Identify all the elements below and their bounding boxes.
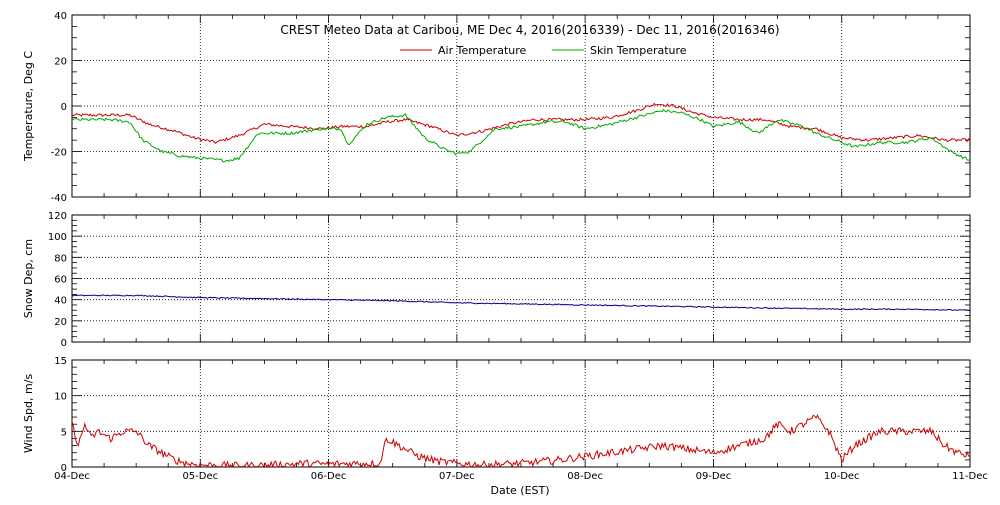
legend-skin-label: Skin Temperature bbox=[590, 44, 687, 57]
x-tick-label: 07-Dec bbox=[439, 471, 475, 482]
legend: Air Temperature Skin Temperature bbox=[400, 44, 687, 57]
y-tick-label: 10 bbox=[54, 392, 67, 403]
y-tick-label: 120 bbox=[48, 211, 67, 222]
y-tick-label: 5 bbox=[61, 427, 67, 438]
plot-frame bbox=[71, 14, 971, 198]
x-tick-label: 11-Dec bbox=[952, 471, 988, 482]
panel-1: -40 -20 0 20 40 Temperature, Deg C bbox=[22, 11, 971, 204]
series-line-skin bbox=[71, 108, 971, 163]
x-tick-label: 06-Dec bbox=[311, 471, 347, 482]
x-tick-label: 09-Dec bbox=[696, 471, 732, 482]
y-tick-label: 20 bbox=[54, 57, 67, 68]
y-axis-title: Temperature, Deg C bbox=[22, 51, 35, 162]
x-tick-label: 04-Dec bbox=[54, 471, 90, 482]
y-tick-label: 15 bbox=[54, 356, 67, 367]
panels: -40 -20 0 20 40 Temperature, Deg C 0 20 40 60 80 10… bbox=[22, 11, 988, 482]
y-tick-label: 100 bbox=[48, 232, 67, 243]
y-tick-label: 80 bbox=[54, 253, 67, 264]
x-axis-title: Date (EST) bbox=[490, 484, 549, 497]
y-tick-label: -20 bbox=[51, 148, 67, 159]
y-axis-title: Wind Spd, m/s bbox=[22, 374, 35, 454]
plot-frame bbox=[71, 214, 971, 343]
plot-frame bbox=[71, 359, 971, 468]
y-tick-label: 40 bbox=[54, 11, 67, 22]
y-tick-label: 0 bbox=[61, 102, 67, 113]
series-line-air bbox=[71, 102, 971, 144]
y-tick-label: -40 bbox=[51, 193, 67, 204]
y-tick-label: 60 bbox=[54, 275, 67, 286]
y-axis-title: Snow Dep, cm bbox=[22, 239, 35, 318]
y-tick-label: 20 bbox=[54, 317, 67, 328]
x-tick-label: 08-Dec bbox=[567, 471, 603, 482]
x-tick-label: 10-Dec bbox=[824, 471, 860, 482]
panel-2: 0 20 40 60 80 100 120 Snow Dep, cm bbox=[22, 211, 971, 349]
series-line-snow bbox=[71, 294, 971, 312]
x-tick-label: 05-Dec bbox=[182, 471, 218, 482]
y-tick-label: 40 bbox=[54, 296, 67, 307]
series-line-wind bbox=[71, 413, 971, 469]
y-tick-label: 0 bbox=[61, 338, 67, 349]
y-tick-label: 0 bbox=[61, 463, 67, 474]
panel-3: 0 5 10 15 Wind Spd, m/s 04-Dec 05-Dec 06-Dec 07-… bbox=[22, 356, 988, 482]
chart-title: CREST Meteo Data at Caribou, ME Dec 4, 2… bbox=[280, 23, 779, 37]
legend-air-label: Air Temperature bbox=[438, 44, 527, 57]
